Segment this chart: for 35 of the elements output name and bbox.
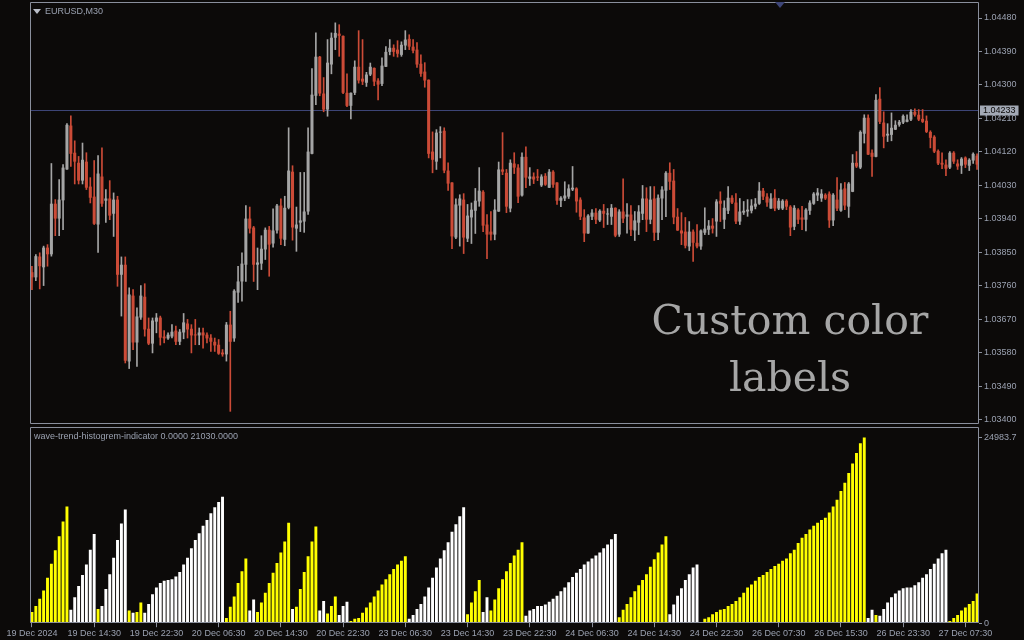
y-tick-label: 1.04300 bbox=[984, 79, 1017, 90]
x-tick-label: 24 Dec 22:30 bbox=[689, 628, 744, 639]
y-tick-label: 1.04030 bbox=[984, 179, 1017, 190]
x-tick-label: 19 Dec 14:30 bbox=[67, 628, 121, 639]
y-tick-label: 0 bbox=[984, 617, 990, 628]
x-tick-label: 20 Dec 06:30 bbox=[191, 628, 246, 639]
y-tick-label: 1.04480 bbox=[984, 12, 1017, 23]
y-tick-label: 1.04120 bbox=[984, 146, 1017, 157]
y-tick-label: 1.03760 bbox=[984, 280, 1017, 291]
y-tick-label: 1.03850 bbox=[984, 246, 1017, 257]
y-tick-label: 1.03670 bbox=[984, 313, 1017, 324]
x-tick-label: 19 Dec 22:30 bbox=[129, 628, 184, 639]
y-tick-label: 24983.7 bbox=[984, 432, 1017, 443]
y-tick-label: 1.04210 bbox=[984, 112, 1017, 123]
x-tick-label: 23 Dec 22:30 bbox=[503, 628, 557, 639]
x-tick-label: 27 Dec 07:30 bbox=[938, 628, 993, 639]
x-tick-label: 23 Dec 06:30 bbox=[378, 628, 433, 639]
x-tick-label: 19 Dec 2024 bbox=[6, 628, 58, 639]
x-tick-label: 26 Dec 23:30 bbox=[876, 628, 930, 639]
y-tick-label: 1.04390 bbox=[984, 45, 1017, 56]
ref-line-label: 1.04233 bbox=[983, 104, 1016, 115]
annotation: Custom color labels bbox=[650, 295, 930, 403]
text: wave-trend-histogrem-indicator 0.0000 21030.0000 bbox=[34, 431, 239, 442]
x-tick-label: 26 Dec 15:30 bbox=[814, 628, 868, 639]
y-tick-label: 1.03940 bbox=[984, 213, 1017, 224]
y-tick-label: 1.03400 bbox=[984, 414, 1017, 425]
x-tick-label: 20 Dec 14:30 bbox=[254, 628, 308, 639]
chart-title: EURUSD,M30 bbox=[45, 6, 104, 17]
x-tick-label: 24 Dec 14:30 bbox=[627, 628, 682, 639]
x-tick-label: 23 Dec 14:30 bbox=[440, 628, 495, 639]
x-tick-label: 26 Dec 07:30 bbox=[751, 628, 806, 639]
y-tick-label: 1.03580 bbox=[984, 347, 1017, 358]
x-tick-label: 20 Dec 22:30 bbox=[316, 628, 370, 639]
y-tick-label: 1.03490 bbox=[984, 380, 1017, 391]
x-tick-label: 24 Dec 06:30 bbox=[565, 628, 619, 639]
